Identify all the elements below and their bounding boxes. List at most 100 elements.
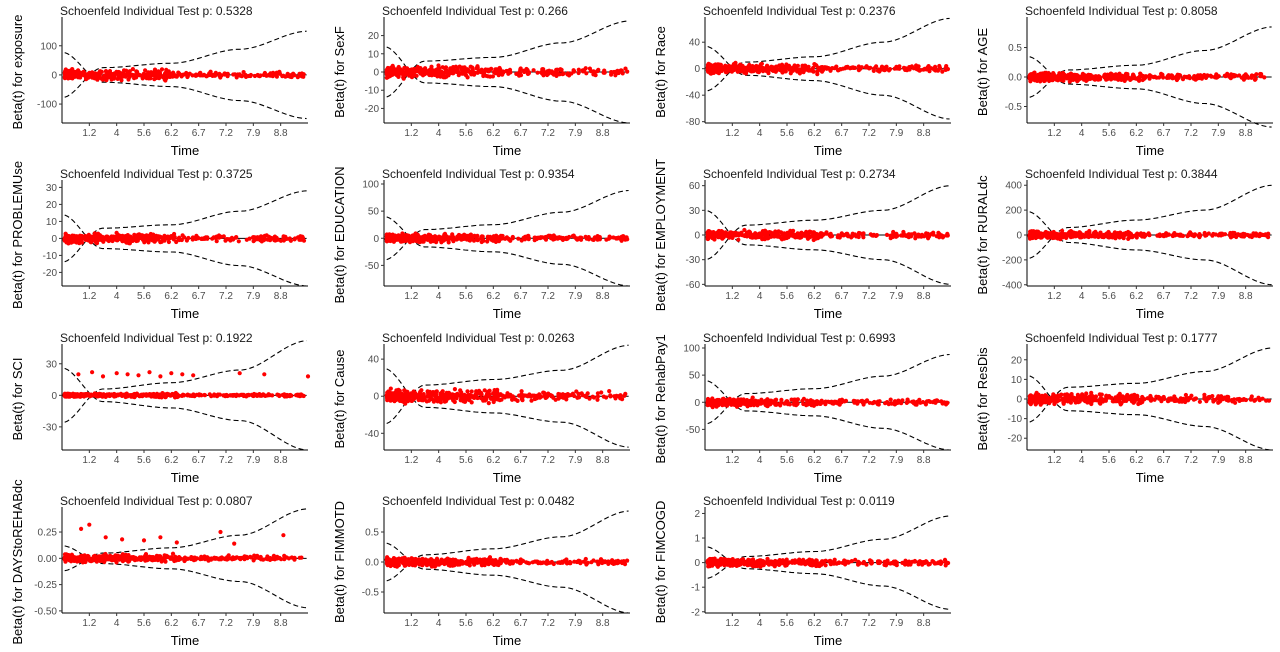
- y-tick-label: -10: [43, 251, 58, 262]
- y-tick-label: -20: [43, 268, 58, 279]
- residual-point: [444, 68, 449, 73]
- residual-point: [1138, 71, 1143, 76]
- x-axis-label: Time: [171, 143, 199, 158]
- residual-point: [945, 233, 950, 238]
- residual-point: [1239, 75, 1244, 80]
- residual-point: [385, 398, 390, 403]
- residual-point: [795, 69, 800, 74]
- x-tick-label: 1.2: [725, 128, 739, 139]
- residual-point: [1192, 74, 1197, 79]
- residual-point: [420, 234, 425, 240]
- residual-point: [887, 67, 893, 72]
- residual-point: [1029, 229, 1034, 234]
- x-tick-label: 7.2: [541, 455, 555, 466]
- x-tick-label: 1.2: [1047, 128, 1061, 139]
- x-tick-label: 6.7: [835, 291, 849, 302]
- y-tick-label: -40: [686, 91, 701, 102]
- residual-point: [566, 393, 571, 398]
- residual-point: [751, 235, 756, 240]
- x-tick-label: 4: [436, 128, 442, 139]
- residual-point: [441, 72, 446, 77]
- chart-svg: Schoenfeld Individual Test p: 0.2376Beta…: [653, 4, 951, 158]
- residual-point: [396, 74, 401, 79]
- residual-point: [120, 72, 125, 77]
- residual-point: [169, 371, 174, 376]
- y-tick-label: 0.5: [1008, 43, 1022, 54]
- residual-point: [481, 73, 486, 79]
- residual-point: [180, 372, 185, 377]
- residual-point: [1087, 228, 1092, 234]
- residual-point: [940, 235, 945, 240]
- residual-point: [1116, 231, 1121, 236]
- residual-point: [454, 396, 459, 401]
- residual-point: [80, 234, 85, 239]
- x-tick-label: 8.8: [596, 128, 610, 139]
- residual-point: [714, 233, 719, 238]
- residual-point: [1117, 71, 1122, 76]
- residual-point: [1127, 235, 1132, 240]
- x-tick-label: 7.9: [246, 128, 260, 139]
- residual-point: [420, 238, 425, 243]
- residual-point: [385, 237, 390, 242]
- residual-point: [300, 234, 305, 239]
- residual-points: [705, 227, 950, 243]
- residual-point: [1062, 233, 1068, 238]
- residual-point: [236, 239, 241, 244]
- residual-point: [1245, 74, 1250, 79]
- residual-point: [474, 390, 479, 395]
- residual-point: [812, 62, 817, 67]
- x-tick-label: 6.7: [514, 128, 528, 139]
- residual-point: [500, 233, 505, 239]
- chart-panel: Schoenfeld Individual Test p: 0.3844 Beta…: [965, 163, 1280, 325]
- residual-point: [255, 235, 260, 240]
- residual-point: [571, 233, 576, 238]
- residual-point: [114, 371, 119, 376]
- residual-point: [916, 67, 921, 72]
- residual-point: [514, 71, 519, 76]
- residual-point: [1041, 73, 1046, 78]
- residual-point: [508, 238, 513, 243]
- y-tick-label: 40: [689, 38, 701, 49]
- residual-point: [487, 392, 492, 397]
- residual-point: [849, 65, 854, 70]
- x-tick-label: 1.2: [82, 291, 96, 302]
- residual-point: [1136, 77, 1141, 82]
- upper-confidence-band: [707, 353, 950, 425]
- residual-point: [103, 394, 108, 399]
- residual-point: [787, 402, 792, 407]
- residual-point: [384, 232, 389, 237]
- residual-point: [1027, 76, 1032, 81]
- lower-confidence-band: [707, 210, 950, 285]
- x-tick-label: 6.2: [807, 455, 821, 466]
- residual-point: [765, 397, 770, 402]
- x-tick-label: 6.7: [192, 455, 206, 466]
- residual-point: [1213, 232, 1218, 237]
- y-tick-label: -10: [365, 86, 380, 97]
- residual-point: [450, 392, 455, 397]
- residual-point: [706, 232, 711, 238]
- residual-point: [1172, 231, 1177, 236]
- residual-point: [517, 70, 522, 76]
- residual-point: [572, 393, 577, 399]
- residual-point: [595, 391, 600, 396]
- residual-point: [765, 236, 770, 241]
- residual-point: [1051, 234, 1056, 239]
- residual-point: [1054, 77, 1059, 82]
- y-tick-label: 0: [51, 70, 57, 81]
- lower-confidence-band: [1029, 56, 1272, 128]
- x-tick-label: 1.2: [404, 455, 418, 466]
- residual-point: [156, 69, 161, 74]
- residual-point: [167, 393, 172, 398]
- x-tick-label: 7.9: [568, 291, 582, 302]
- chart-svg: Schoenfeld Individual Test p: 0.9354Beta…: [332, 166, 630, 321]
- chart-svg: Schoenfeld Individual Test p: 0.6993Beta…: [653, 331, 951, 485]
- residual-point: [716, 229, 721, 235]
- residual-point: [756, 233, 761, 238]
- residual-point: [64, 240, 69, 245]
- residual-point: [176, 70, 181, 75]
- residual-point: [476, 69, 481, 74]
- residual-point: [797, 232, 803, 237]
- x-axis-label: Time: [814, 470, 842, 485]
- residual-point: [539, 394, 544, 399]
- residual-point: [170, 71, 175, 76]
